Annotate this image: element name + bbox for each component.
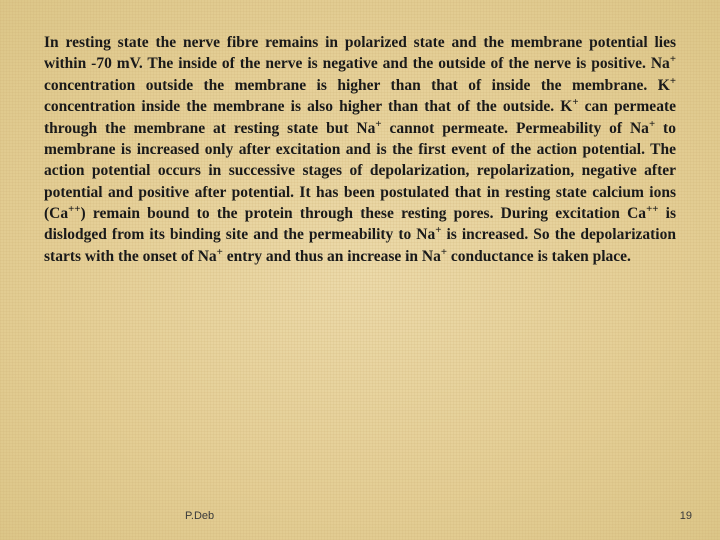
footer-author: P.Deb — [185, 510, 214, 522]
footer-page-number: 19 — [680, 510, 692, 522]
body-paragraph: In resting state the nerve fibre remains… — [44, 32, 676, 267]
